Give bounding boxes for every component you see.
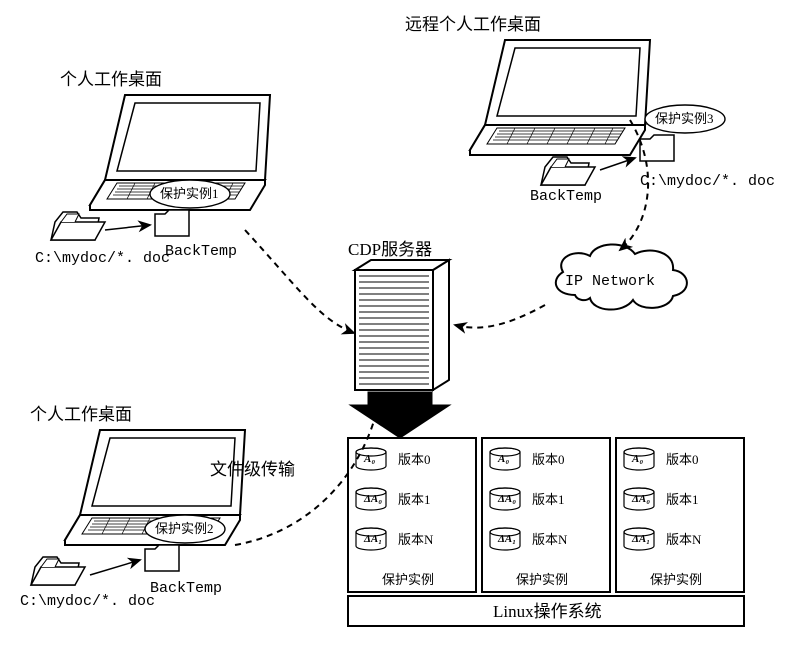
folder-icon — [541, 157, 595, 185]
storage-instance: A₀ 版本0 ΔA₀ 版本1 ΔA₁ 版本N 保护实例 — [616, 438, 744, 592]
arrow-icon — [105, 225, 150, 230]
laptop-icon — [470, 40, 650, 155]
desktop-2-title: 远程个人工作桌面 — [405, 15, 541, 34]
cloud-label: IP Network — [565, 273, 655, 290]
big-arrow-icon — [350, 392, 450, 438]
backtemp3-label: BackTemp — [150, 580, 222, 597]
svg-text:版本N: 版本N — [398, 532, 434, 547]
svg-text:A₀: A₀ — [363, 453, 375, 465]
server-title: CDP服务器 — [348, 240, 432, 259]
svg-text:ΔA₀: ΔA₀ — [497, 493, 516, 505]
ip-network: IP Network — [556, 244, 687, 309]
svg-text:版本1: 版本1 — [532, 492, 565, 507]
svg-text:ΔA₁: ΔA₁ — [497, 533, 516, 545]
cdp-server: CDP服务器 — [348, 240, 450, 438]
folder-icon — [640, 135, 674, 161]
svg-text:保护实例: 保护实例 — [650, 572, 702, 587]
svg-text:版本1: 版本1 — [666, 492, 699, 507]
inst3-label: 保护实例3 — [655, 111, 714, 126]
desktop-3-title: 个人工作桌面 — [30, 405, 132, 424]
svg-text:ΔA₀: ΔA₀ — [631, 493, 650, 505]
storage-instance: A₀ 版本0 ΔA₀ 版本1 ΔA₁ 版本N 保护实例 — [482, 438, 610, 592]
svg-text:保护实例: 保护实例 — [516, 572, 568, 587]
backtemp2-label: BackTemp — [530, 188, 602, 205]
filetransfer-label: 文件级传输 — [210, 460, 295, 479]
svg-text:ΔA₁: ΔA₁ — [631, 533, 650, 545]
storage-instance: A₀ 版本0 ΔA₀ 版本1 ΔA₁ 版本N 保护实例 — [348, 438, 476, 592]
dashed-arrow — [245, 230, 354, 333]
svg-text:版本0: 版本0 — [666, 452, 699, 467]
inst1-label: 保护实例1 — [160, 186, 219, 201]
folder-icon — [31, 557, 85, 585]
folder-icon — [145, 545, 179, 571]
desktop-2: 远程个人工作桌面 保护实例3 BackTemp C:\mydoc/*. doc — [405, 15, 775, 205]
dashed-arrow — [455, 305, 545, 328]
desktop-1-title: 个人工作桌面 — [60, 70, 162, 89]
os-label: Linux操作系统 — [493, 602, 602, 621]
folder-icon — [155, 210, 189, 236]
path1-label: C:\mydoc/*. doc — [35, 250, 170, 267]
desktop-3: 个人工作桌面 文件级传输 保护实例2 C:\mydoc/*. doc BackT… — [20, 405, 295, 610]
server-icon — [355, 260, 449, 390]
svg-text:ΔA₀: ΔA₀ — [363, 493, 382, 505]
svg-text:版本N: 版本N — [532, 532, 568, 547]
svg-text:保护实例: 保护实例 — [382, 572, 434, 587]
svg-text:A₀: A₀ — [497, 453, 509, 465]
svg-text:版本N: 版本N — [666, 532, 702, 547]
path2-label: C:\mydoc/*. doc — [640, 173, 775, 190]
svg-text:版本0: 版本0 — [398, 452, 431, 467]
svg-text:版本0: 版本0 — [532, 452, 565, 467]
arrow-icon — [90, 560, 140, 575]
backtemp1-label: BackTemp — [165, 243, 237, 260]
svg-text:版本1: 版本1 — [398, 492, 431, 507]
svg-text:A₀: A₀ — [631, 453, 643, 465]
arrow-icon — [600, 158, 635, 170]
path3-label: C:\mydoc/*. doc — [20, 593, 155, 610]
desktop-1: 个人工作桌面 保护实例1 C:\mydoc/*. doc BackTemp — [35, 70, 270, 267]
svg-text:ΔA₁: ΔA₁ — [363, 533, 382, 545]
storage-area: Linux操作系统 A₀ 版本0 ΔA₀ 版本1 ΔA₁ 版本N 保护实例 A₀ 版本0 ΔA₀ 版… — [348, 438, 744, 626]
inst2-label: 保护实例2 — [155, 521, 214, 536]
folder-icon — [51, 212, 105, 240]
